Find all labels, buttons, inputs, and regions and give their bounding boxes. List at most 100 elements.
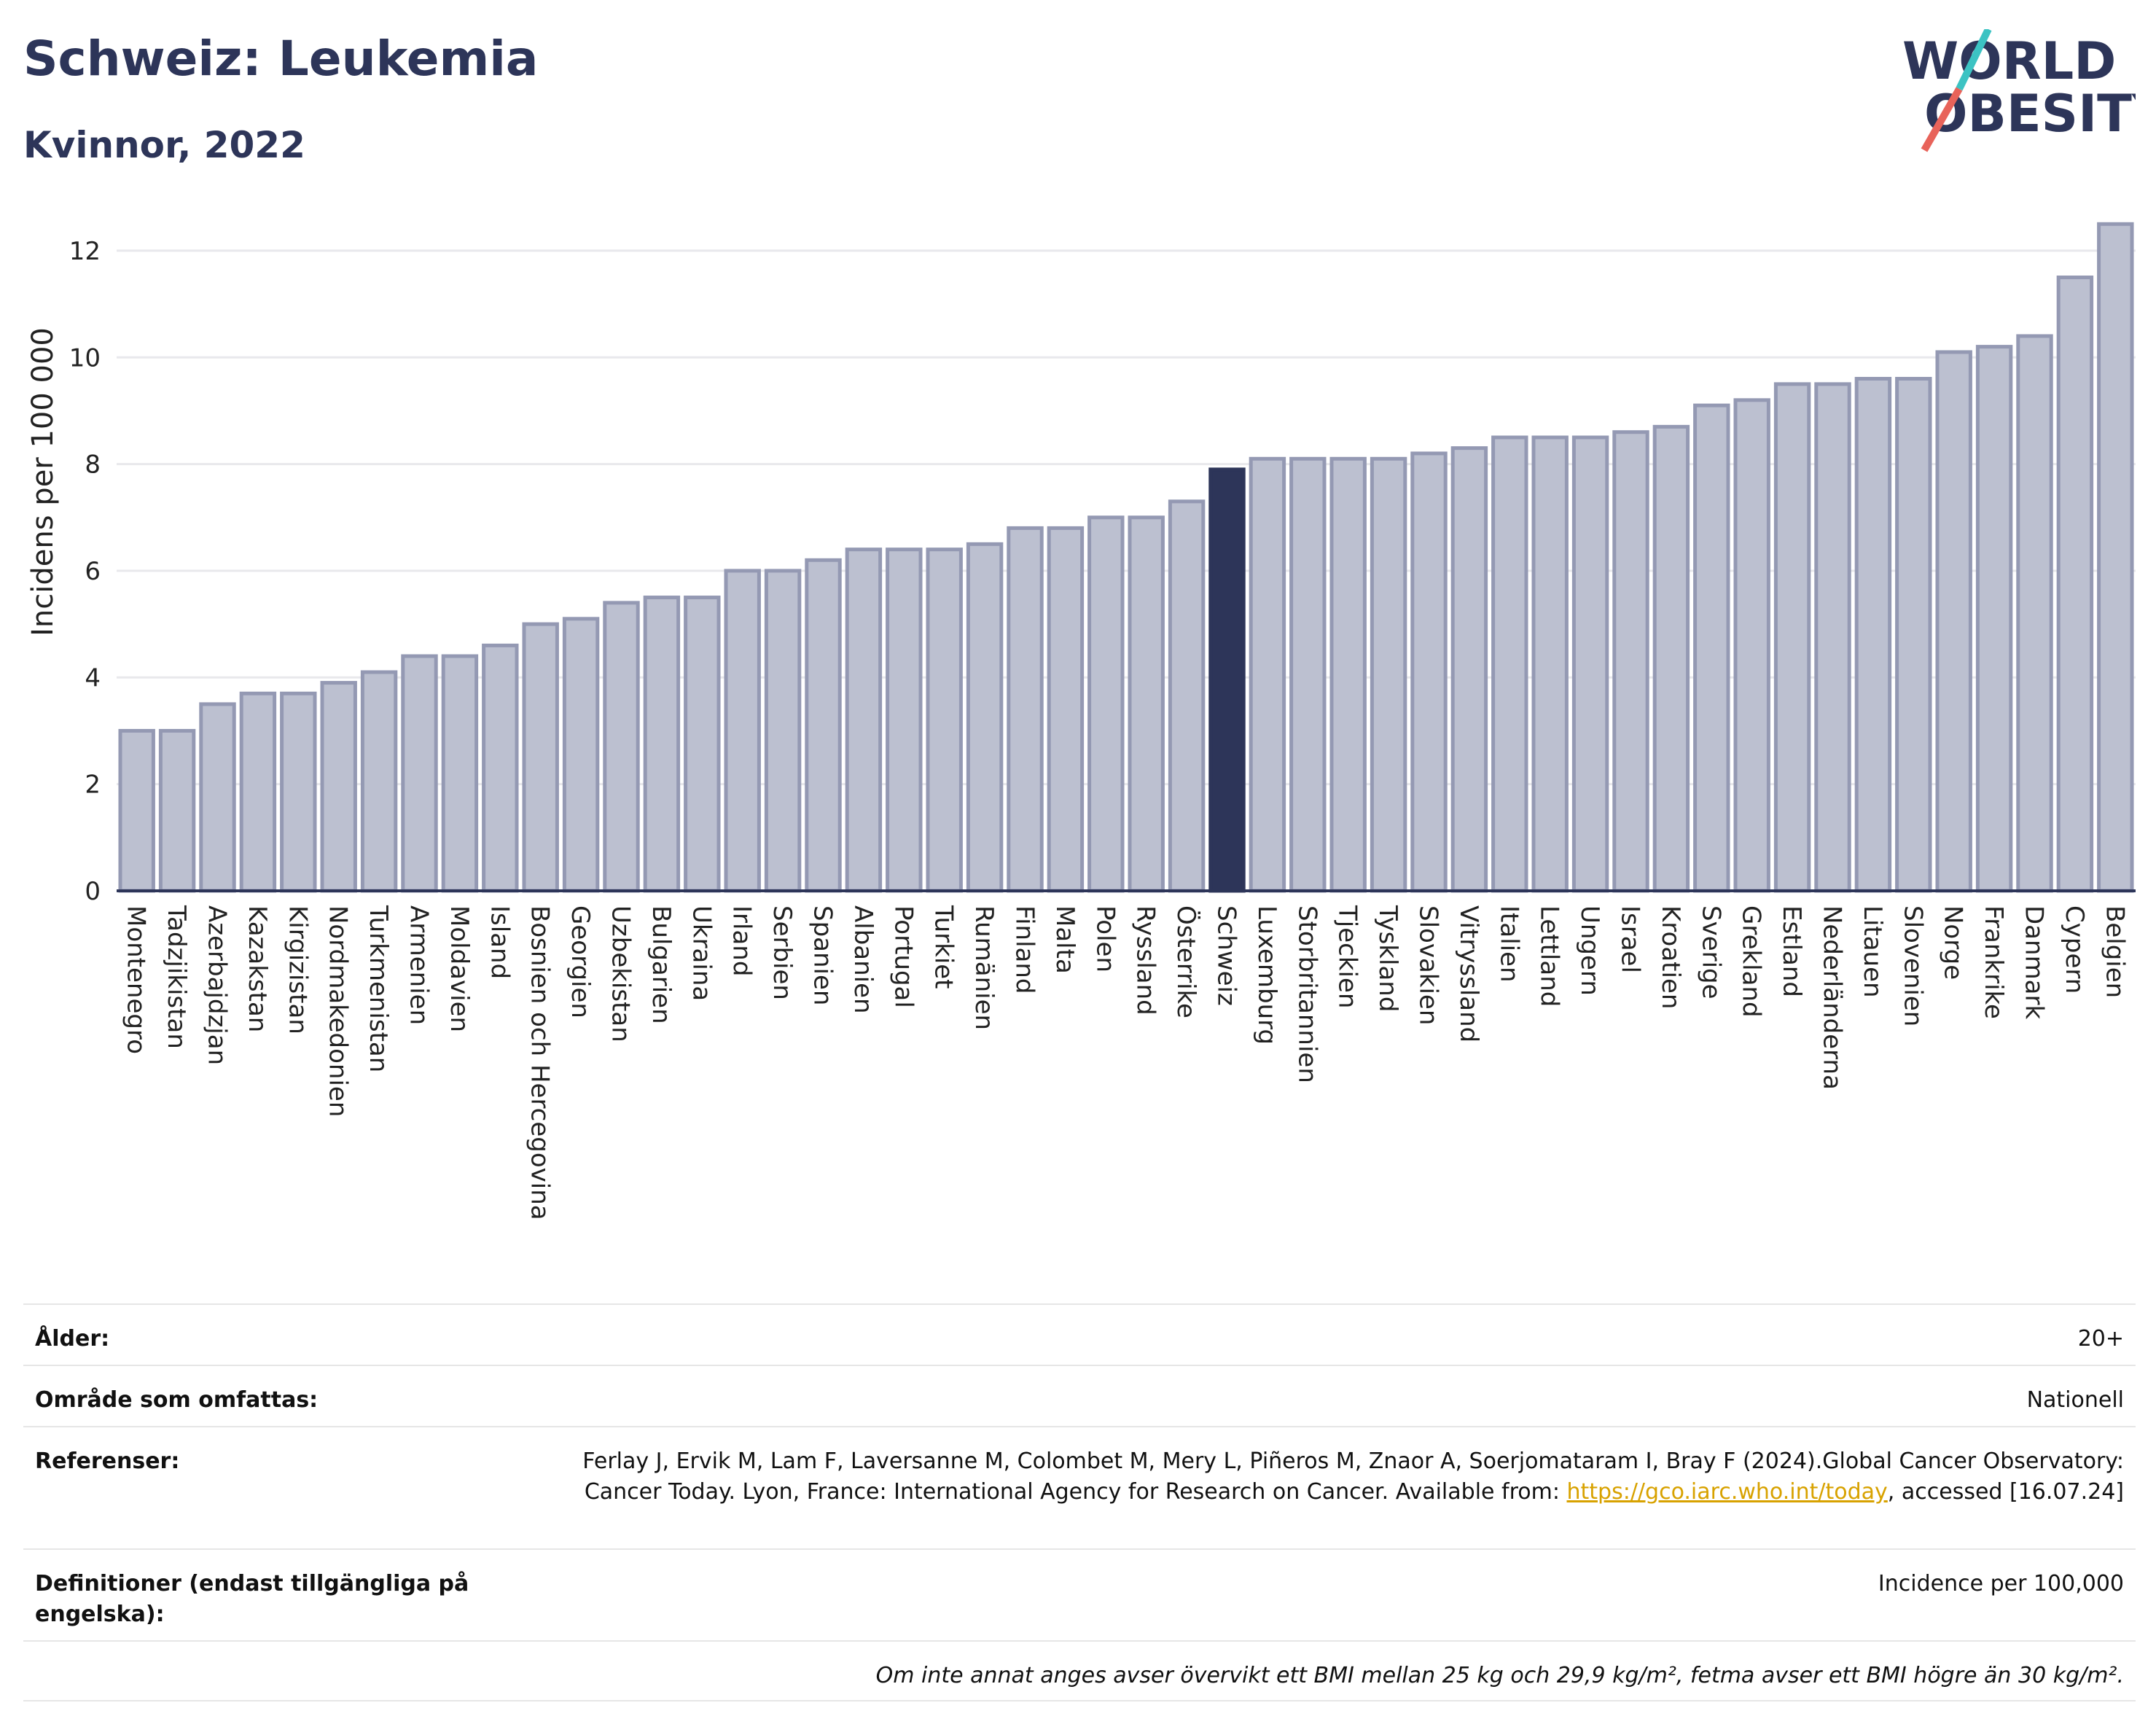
bar (199, 702, 236, 893)
x-tick-label: Kazakstan (243, 905, 272, 1032)
x-tick-label: Sverige (1696, 905, 1725, 999)
x-tick-label: Grekland (1737, 905, 1766, 1018)
x-tick-label: Schweiz (1212, 905, 1241, 1006)
y-axis-label: Incidens per 100 000 (26, 327, 60, 636)
bar-chart: 0 2 4 6 8 10 12 Montenegro Tadzjikistan Azerbajd… (26, 222, 2136, 1220)
x-tick-label: Azerbajdzjan (203, 905, 232, 1065)
x-tick-label: Turkiet (929, 905, 958, 989)
meta-refs-after: , accessed [16.07.24] (1887, 1479, 2124, 1505)
x-tick-label: Montenegro (122, 905, 151, 1054)
x-tick-label: Albanien (848, 905, 878, 1014)
bar (1128, 515, 1165, 893)
x-tick-label: Israel (1616, 905, 1645, 973)
page-title: Schweiz: Leukemia (23, 31, 539, 87)
x-tick-label: Nordmakedonien (324, 905, 353, 1117)
bar (401, 654, 438, 893)
bar (1531, 435, 1569, 893)
meta-defs-label: Definitioner (endast tillgängliga på eng… (35, 1571, 469, 1627)
x-tick-label: Irland (727, 905, 757, 976)
x-tick-label: Tyskland (1373, 905, 1402, 1012)
bar (1249, 456, 1286, 893)
x-tick-label: Belgien (2100, 905, 2129, 998)
x-tick-label: Lettland (1535, 905, 1564, 1007)
bar (1047, 526, 1085, 893)
bar (1329, 456, 1367, 893)
y-tick-label: 8 (85, 451, 101, 480)
x-tick-label: Polen (1090, 905, 1120, 972)
bar (643, 596, 681, 893)
bar (1087, 515, 1125, 893)
bar (1895, 377, 1932, 893)
x-tick-label: Litauen (1858, 905, 1887, 998)
x-tick-label: Italien (1494, 905, 1523, 983)
x-tick-label: Luxemburg (1252, 905, 1281, 1045)
x-tick-label: Tadzjikistan (162, 905, 191, 1049)
bar (1289, 456, 1327, 893)
x-tick-label: Norge (1939, 905, 1968, 980)
meta-row-refs: Referenser: Ferlay J, Ervik M, Lam F, La… (23, 1426, 2136, 1548)
meta-refs-text: Ferlay J, Ervik M, Lam F, Laversanne M, … (582, 1449, 2124, 1505)
bar (562, 617, 600, 893)
y-tick-labels: 0 2 4 6 8 10 12 (69, 237, 101, 906)
bar (2097, 222, 2134, 893)
x-tick-label: Tjeckien (1333, 905, 1362, 1008)
x-tick-label: Spanien (808, 905, 837, 1005)
x-tick-label: Serbien (768, 905, 797, 1000)
bar (1733, 398, 1770, 893)
bar (1773, 382, 1811, 893)
x-tick-label: Österrike (1171, 905, 1201, 1018)
meta-row-defs: Definitioner (endast tillgängliga på eng… (23, 1548, 2136, 1640)
x-tick-label: Ryssland (1131, 905, 1160, 1015)
bar (1693, 403, 1730, 893)
bar (603, 601, 640, 893)
bar (805, 558, 842, 893)
bar (1814, 382, 1851, 893)
bar (1975, 345, 2013, 893)
meta-area-value: Nationell (2026, 1387, 2124, 1413)
x-tick-label: Bulgarien (647, 905, 676, 1024)
y-tick-label: 6 (85, 557, 101, 586)
bar (482, 643, 519, 893)
bar (1410, 451, 1448, 893)
x-tick-label: Bosnien och Hercegovina (526, 905, 555, 1220)
meta-age-value: 20+ (2077, 1326, 2124, 1352)
x-tick-label: Storbritannien (1292, 905, 1321, 1083)
x-tick-label: Slovenien (1898, 905, 1927, 1026)
logo-slash-red (1921, 87, 1963, 152)
bar (1612, 430, 1649, 893)
bar (320, 681, 357, 893)
bar (724, 569, 761, 893)
x-tick-labels: Montenegro Tadzjikistan Azerbajdzjan Kazaks… (122, 905, 2130, 1220)
bar (1370, 456, 1407, 893)
x-tick-label: Finland (1010, 905, 1039, 994)
bar (1208, 467, 1246, 893)
bar (280, 691, 317, 893)
y-tick-label: 4 (85, 663, 101, 693)
x-tick-label: Danmark (2020, 905, 2049, 1019)
meta-refs-label: Referenser: (35, 1449, 180, 1474)
x-tick-label: Kroatien (1656, 905, 1685, 1009)
meta-row-note: Om inte annat anges avser övervikt ett B… (23, 1640, 2136, 1701)
bar (360, 670, 398, 893)
x-tick-label: Ungern (1575, 905, 1604, 996)
bar (1491, 435, 1528, 893)
x-tick-label: Uzbekistan (606, 905, 636, 1042)
bars (118, 222, 2134, 893)
y-tick-label: 10 (69, 343, 101, 373)
bar (2056, 275, 2094, 893)
x-tick-label: Frankrike (1979, 905, 2008, 1019)
meta-refs-value: Ferlay J, Ervik M, Lam F, Laversanne M, … (520, 1446, 2124, 1548)
bar (118, 728, 155, 893)
bar (764, 569, 802, 893)
x-tick-label: Rumänien (969, 905, 999, 1030)
bar (2016, 334, 2053, 893)
meta-refs-link[interactable]: https://gco.iarc.who.int/today (1566, 1479, 1888, 1505)
bar (1652, 424, 1690, 893)
meta-age-label: Ålder: (35, 1326, 110, 1352)
bar (1935, 350, 1972, 893)
world-obesity-logo: WORLD OBESITY (1902, 29, 2136, 152)
x-tick-label: Turkmenistan (364, 905, 393, 1072)
bar (886, 547, 923, 893)
y-tick-label: 0 (85, 877, 101, 906)
x-tick-label: Island (485, 905, 514, 979)
